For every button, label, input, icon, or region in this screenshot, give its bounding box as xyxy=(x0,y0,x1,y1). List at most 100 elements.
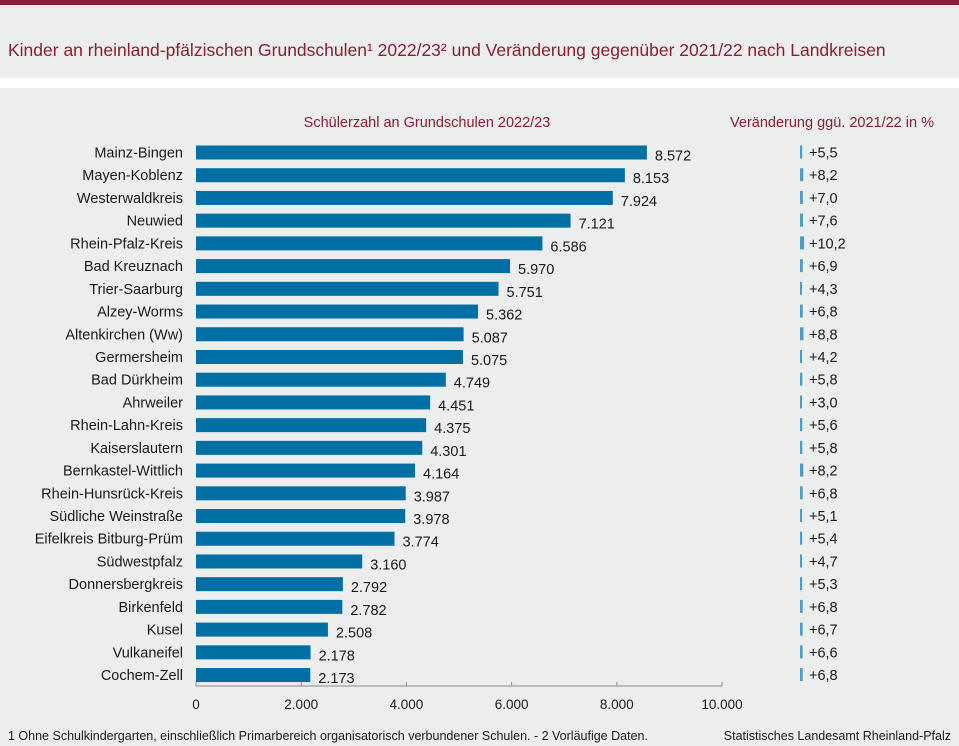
bar xyxy=(196,304,479,319)
change-value-label: +7,0 xyxy=(809,191,838,207)
change-value-label: +10,2 xyxy=(809,236,846,252)
change-value-label: +5,5 xyxy=(809,146,838,162)
bar-value-label: 8.153 xyxy=(633,171,669,187)
x-tick-label: 6.000 xyxy=(495,697,529,712)
category-label: Germersheim xyxy=(95,350,183,366)
x-tick-label: 4.000 xyxy=(390,697,424,712)
bar xyxy=(196,236,543,251)
change-bar xyxy=(800,236,805,250)
change-bar xyxy=(800,577,803,591)
change-value-label: +5,1 xyxy=(809,509,838,525)
category-label: Ahrweiler xyxy=(123,395,184,411)
change-value-label: +5,4 xyxy=(809,532,838,548)
change-value-label: +5,3 xyxy=(809,577,838,593)
category-label: Eifelkreis Bitburg-Prüm xyxy=(35,532,183,548)
bar-value-label: 2.508 xyxy=(336,626,372,642)
bar xyxy=(196,577,343,592)
change-value-label: +5,6 xyxy=(809,418,838,434)
chart-title: Kinder an rheinland-pfälzischen Grundsch… xyxy=(8,40,886,60)
bar xyxy=(196,509,406,524)
top-accent-line xyxy=(0,0,959,5)
bar-value-label: 3.160 xyxy=(370,557,406,573)
category-label: Neuwied xyxy=(127,214,183,230)
bar-value-label: 2.178 xyxy=(319,648,355,664)
change-bar xyxy=(800,168,804,182)
change-value-label: +6,7 xyxy=(809,623,838,639)
bar xyxy=(196,418,427,433)
bar xyxy=(196,372,446,387)
left-column-header: Schülerzahl an Grundschulen 2022/23 xyxy=(304,115,551,131)
change-bar xyxy=(800,281,802,295)
bar-value-label: 6.586 xyxy=(550,239,586,255)
change-value-label: +7,6 xyxy=(809,214,838,230)
x-tick-label: 2.000 xyxy=(284,697,318,712)
change-bar xyxy=(800,531,803,545)
change-value-label: +6,9 xyxy=(809,259,838,275)
category-label: Rhein-Hunsrück-Kreis xyxy=(41,486,183,502)
change-value-label: +6,8 xyxy=(809,600,838,616)
change-bar xyxy=(800,486,803,500)
change-value-label: +8,2 xyxy=(809,464,838,480)
category-label: Cochem-Zell xyxy=(101,668,183,684)
bar xyxy=(196,599,343,614)
bar xyxy=(196,486,406,501)
bar-value-label: 5.075 xyxy=(471,353,507,369)
bar xyxy=(196,668,311,683)
bar-value-label: 2.782 xyxy=(350,603,386,619)
bar xyxy=(196,622,328,637)
bar xyxy=(196,190,613,205)
change-value-label: +5,8 xyxy=(809,441,838,457)
bar-value-label: 3.978 xyxy=(413,512,449,528)
category-label: Kaiserslautern xyxy=(90,441,183,457)
category-label: Trier-Saarburg xyxy=(89,282,183,298)
category-label: Donnersbergkreis xyxy=(69,577,183,593)
category-label: Alzey-Worms xyxy=(97,305,183,321)
change-value-label: +8,2 xyxy=(809,168,838,184)
bar-value-label: 5.970 xyxy=(518,262,554,278)
category-label: Bad Kreuznach xyxy=(84,259,183,275)
bar-value-label: 4.301 xyxy=(430,444,466,460)
change-bar xyxy=(800,145,803,159)
change-value-label: +4,2 xyxy=(809,350,838,366)
change-bar xyxy=(800,190,803,204)
bar-value-label: 2.173 xyxy=(318,671,354,687)
x-tick-label: 10.000 xyxy=(701,697,742,712)
bar xyxy=(196,440,423,455)
change-bar xyxy=(800,668,803,682)
change-bar xyxy=(800,599,803,613)
x-tick-label: 0 xyxy=(192,697,200,712)
bar-value-label: 8.572 xyxy=(655,149,691,165)
bar xyxy=(196,395,431,410)
bar xyxy=(196,349,463,364)
category-label: Altenkirchen (Ww) xyxy=(65,327,183,343)
bar-value-label: 5.362 xyxy=(486,308,522,324)
bar xyxy=(196,145,647,160)
bar xyxy=(196,168,625,183)
category-label: Birkenfeld xyxy=(119,600,183,616)
bar-value-label: 2.792 xyxy=(351,580,387,596)
change-bar xyxy=(800,509,803,523)
bar xyxy=(196,531,395,546)
bar xyxy=(196,259,511,274)
bar xyxy=(196,327,464,342)
category-label: Rhein-Lahn-Kreis xyxy=(70,418,183,434)
category-label: Rhein-Pfalz-Kreis xyxy=(70,236,183,252)
change-value-label: +6,6 xyxy=(809,645,838,661)
change-bar xyxy=(800,259,803,273)
change-bar xyxy=(800,440,803,454)
source-label: Statistisches Landesamt Rheinland-Pfalz xyxy=(724,729,951,743)
bar-value-label: 4.451 xyxy=(438,398,474,414)
category-label: Mainz-Bingen xyxy=(94,146,183,162)
category-label: Mayen-Koblenz xyxy=(82,168,183,184)
category-label: Südliche Weinstraße xyxy=(49,509,183,525)
bar-value-label: 5.087 xyxy=(472,330,508,346)
bar xyxy=(196,645,311,660)
bar-value-label: 4.164 xyxy=(423,467,459,483)
change-value-label: +6,8 xyxy=(809,305,838,321)
category-label: Vulkaneifel xyxy=(113,645,183,661)
title-panel: Kinder an rheinland-pfälzischen Grundsch… xyxy=(0,5,959,78)
bar-value-label: 3.987 xyxy=(414,489,450,505)
change-value-label: +4,3 xyxy=(809,282,838,298)
change-value-label: +6,8 xyxy=(809,668,838,684)
